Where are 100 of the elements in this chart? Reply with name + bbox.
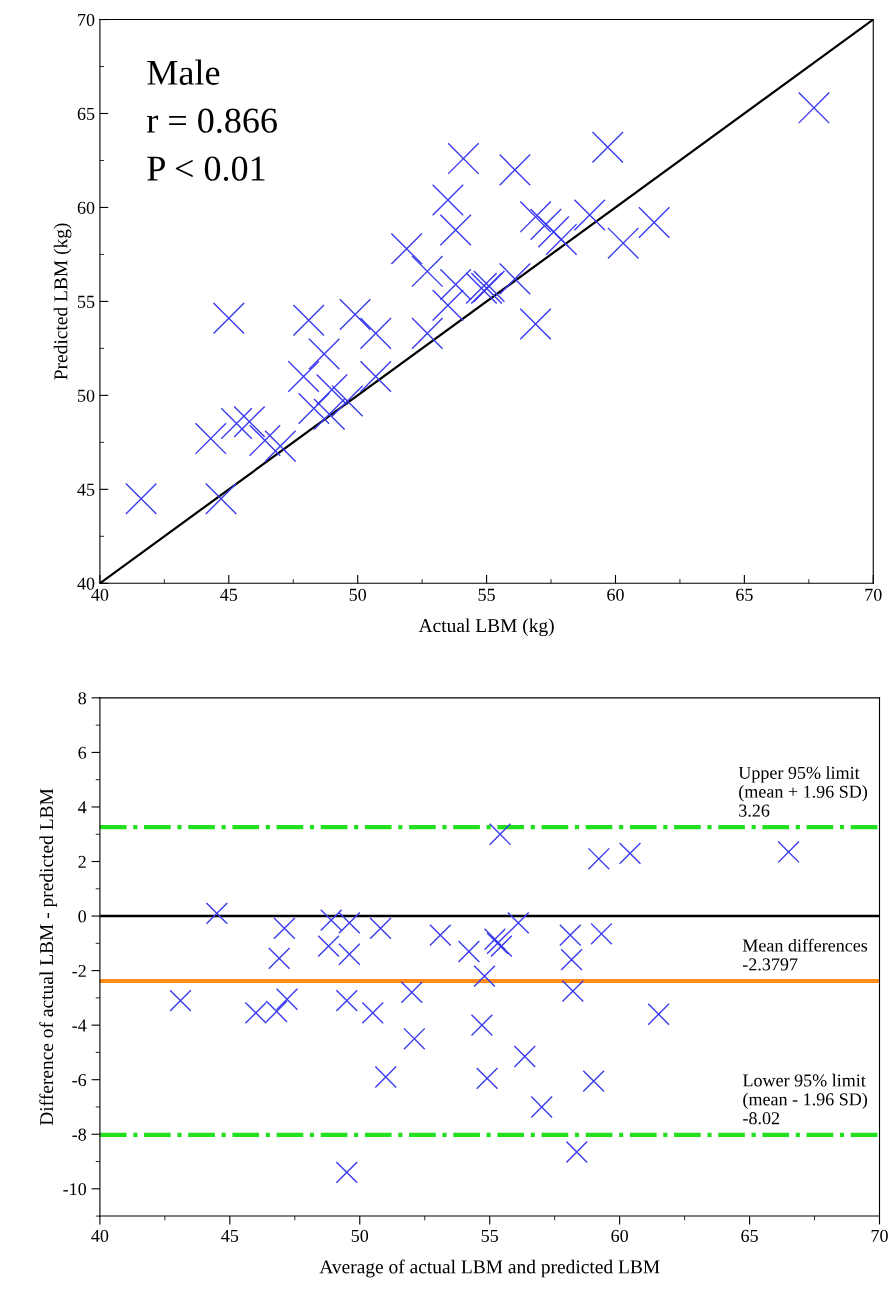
y-tick-label: -6: [72, 1074, 87, 1087]
y-tick-label: 55: [78, 295, 95, 308]
y-tick-label: 6: [78, 746, 87, 759]
y-tick-label: 40: [77, 577, 95, 590]
point: [205, 902, 228, 925]
y-tick-label: 2: [78, 855, 86, 868]
x-tick-label: 45: [221, 1229, 239, 1242]
point: [488, 823, 512, 846]
point: [359, 317, 392, 350]
point: [359, 360, 392, 393]
point: [268, 947, 291, 970]
point: [537, 215, 570, 248]
point: [338, 943, 361, 966]
y-tick-label: -10: [63, 1183, 87, 1196]
point: [431, 183, 464, 216]
point: [205, 482, 238, 515]
y-axis-title: Predicted LBM (kg): [53, 223, 72, 380]
annotation: r = 0.866: [147, 108, 277, 134]
x-tick-label: 60: [611, 1229, 628, 1242]
point: [287, 360, 320, 393]
point: [590, 922, 613, 945]
point: [331, 385, 364, 417]
point: [560, 948, 583, 971]
point: [169, 989, 192, 1012]
point: [212, 302, 245, 335]
y-tick-label: 45: [77, 483, 95, 496]
ref-line-label: Upper 95% limit (mean + 1.96 SD) 3.26: [738, 766, 868, 817]
point: [545, 223, 578, 256]
point: [439, 214, 472, 246]
y-tick-label: 8: [78, 692, 87, 705]
point: [457, 940, 481, 963]
point: [308, 338, 341, 371]
point: [565, 1140, 588, 1164]
point: [273, 917, 296, 940]
point: [335, 1161, 358, 1184]
point: [439, 268, 472, 301]
point: [559, 924, 582, 947]
x-tick-label: 50: [349, 588, 367, 601]
point: [529, 208, 562, 241]
y-tick-label: 60: [77, 201, 95, 214]
point: [638, 206, 671, 239]
point: [374, 1065, 397, 1089]
y-tick-label: -4: [72, 1019, 87, 1032]
point: [338, 911, 361, 934]
point: [220, 407, 253, 440]
point: [519, 200, 552, 233]
point: [361, 1001, 384, 1024]
point: [587, 847, 610, 870]
point: [403, 1027, 426, 1050]
point: [297, 392, 330, 425]
point: [390, 232, 423, 265]
point: [498, 262, 531, 295]
point: [400, 981, 423, 1004]
point: [411, 317, 444, 350]
ref-line-label: Lower 95% limit (mean - 1.96 SD) -8.02: [742, 1073, 868, 1125]
y-tick-label: -2: [72, 964, 86, 977]
point: [275, 988, 299, 1011]
x-tick-label: 50: [351, 1229, 369, 1242]
x-tick-label: 40: [91, 588, 109, 601]
point: [573, 198, 606, 231]
point: [530, 1095, 553, 1119]
y-tick-label: 0: [78, 910, 87, 923]
point: [317, 934, 340, 958]
x-tick-label: 70: [871, 1229, 888, 1242]
annotation: P < 0.01: [147, 156, 265, 181]
x-tick-label: 65: [741, 1229, 758, 1242]
point: [339, 298, 372, 331]
x-axis-title: Actual LBM (kg): [418, 618, 554, 637]
point: [411, 255, 444, 288]
point: [470, 1014, 494, 1037]
point: [313, 398, 346, 431]
point: [125, 482, 158, 515]
x-tick-label: 55: [478, 588, 495, 601]
point: [369, 917, 392, 940]
x-tick-label: 55: [481, 1229, 499, 1242]
point: [335, 989, 358, 1012]
point: [777, 840, 800, 864]
point: [507, 911, 530, 934]
point: [233, 405, 266, 438]
point: [607, 227, 640, 260]
x-tick-label: 70: [865, 588, 882, 601]
x-tick-label: 60: [607, 588, 624, 601]
point: [618, 842, 642, 865]
point: [647, 1003, 670, 1026]
point: [582, 1069, 605, 1093]
y-tick-label: 4: [78, 801, 87, 814]
y-tick-label: 50: [78, 389, 95, 402]
ref-line-label: Mean differences -2.3797: [742, 938, 868, 971]
point: [429, 924, 452, 947]
point: [519, 307, 552, 340]
point: [447, 142, 480, 175]
y-tick-label: -8: [72, 1128, 87, 1141]
point: [498, 153, 531, 186]
annotation: Male: [147, 59, 220, 85]
point: [194, 422, 227, 455]
point: [798, 91, 830, 124]
point: [320, 909, 343, 932]
point: [264, 430, 297, 463]
point: [315, 373, 348, 406]
point: [513, 1045, 536, 1068]
